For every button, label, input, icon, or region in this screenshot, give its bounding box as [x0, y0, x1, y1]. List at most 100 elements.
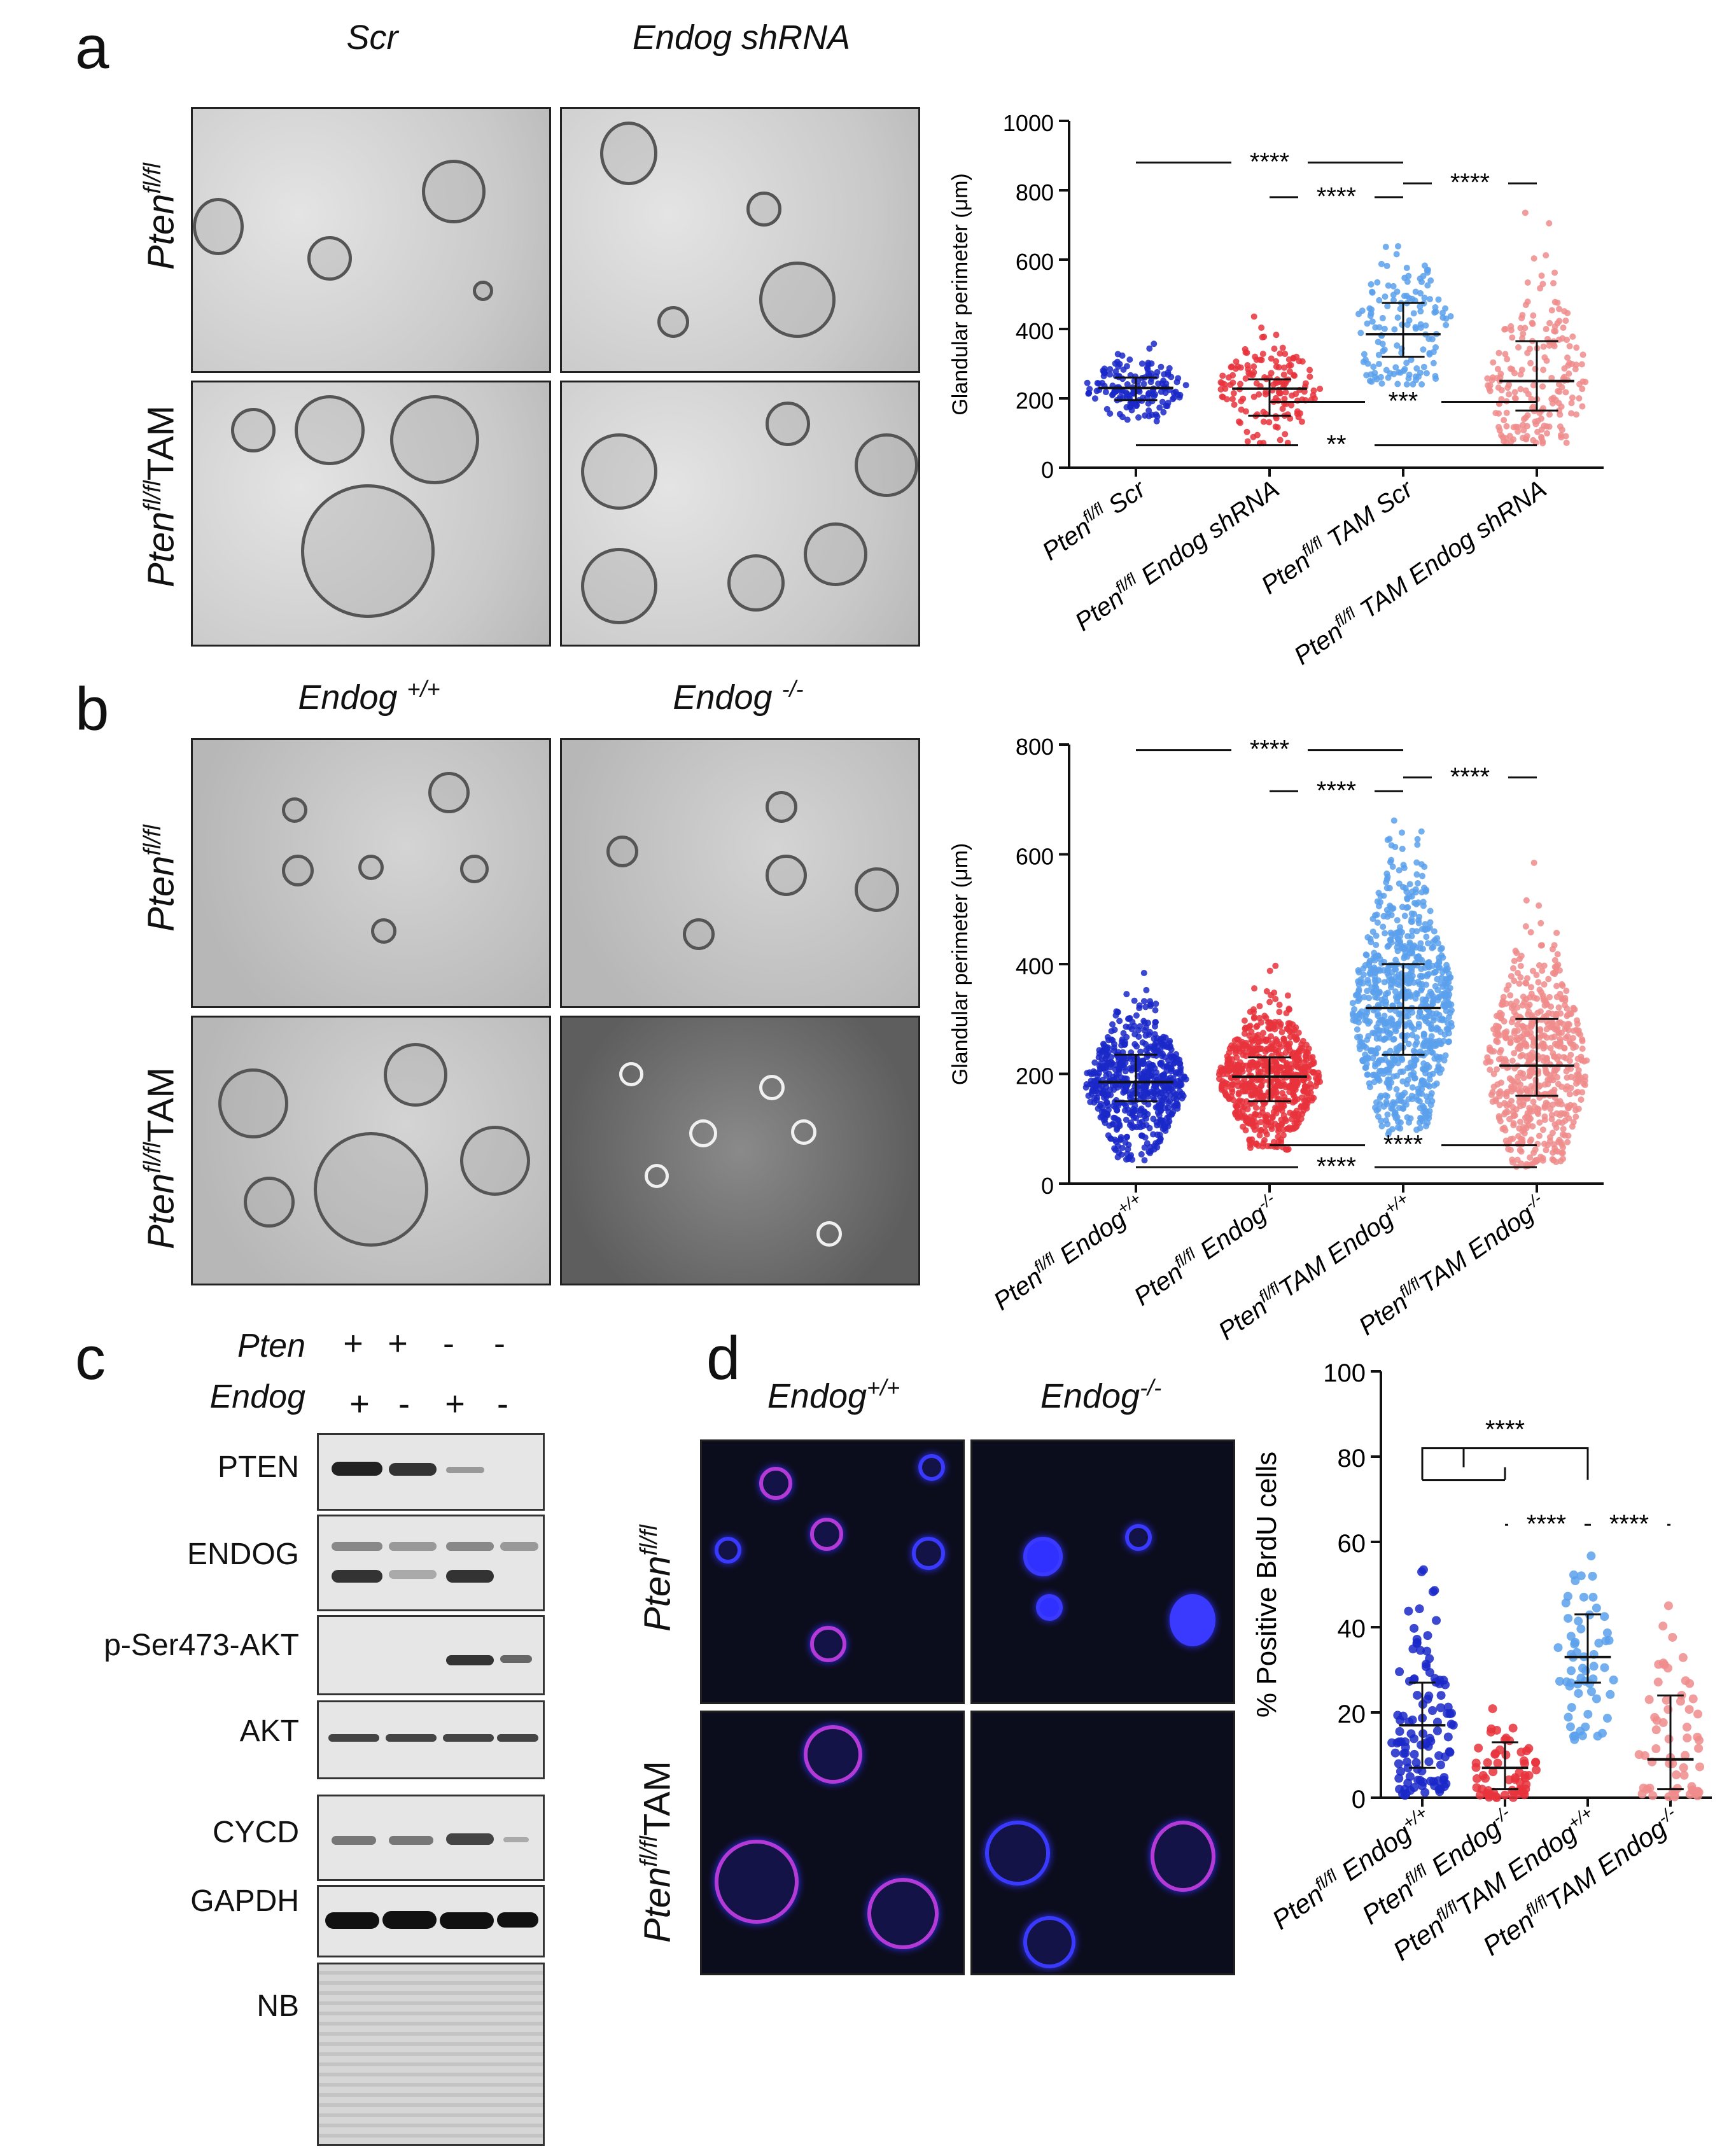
data-point	[1548, 307, 1555, 314]
data-point	[1390, 1748, 1400, 1758]
data-point	[1164, 1114, 1171, 1121]
data-point	[1565, 1681, 1574, 1691]
data-point	[1113, 1096, 1120, 1103]
data-point	[1151, 1146, 1158, 1153]
data-point	[1417, 275, 1424, 282]
data-point	[1295, 1029, 1302, 1036]
data-point	[1102, 389, 1109, 396]
data-point	[1570, 1027, 1577, 1034]
data-point	[1392, 988, 1399, 995]
data-point	[1568, 400, 1575, 407]
data-point	[1558, 434, 1565, 441]
series-3	[1484, 209, 1589, 447]
y-tick-label: 0	[1041, 457, 1054, 483]
data-point	[1255, 1032, 1262, 1039]
data-point	[1394, 314, 1401, 321]
data-point	[1401, 913, 1408, 920]
data-point	[1543, 423, 1550, 430]
data-point	[1396, 880, 1403, 887]
data-point	[1113, 1126, 1120, 1133]
data-point	[1394, 242, 1401, 249]
panel-d-row-label-1: Ptenfl/fl	[636, 1525, 678, 1632]
data-point	[1543, 1147, 1550, 1154]
data-point	[1434, 976, 1441, 983]
data-point	[1658, 1621, 1668, 1631]
data-point	[1406, 881, 1413, 888]
data-point	[1528, 395, 1535, 402]
data-point	[1394, 1114, 1401, 1121]
data-point	[1159, 398, 1166, 405]
data-point	[1543, 252, 1550, 259]
data-point	[1408, 918, 1415, 925]
data-point	[1672, 1770, 1681, 1779]
data-point	[1138, 1075, 1145, 1082]
panel-a-col-title-2: Endog shRNA	[632, 18, 851, 57]
data-point	[1294, 1114, 1301, 1121]
data-point	[1418, 828, 1425, 835]
data-point	[1394, 993, 1401, 1000]
data-point	[1573, 1072, 1580, 1079]
data-point	[1372, 912, 1379, 919]
data-point	[1497, 1117, 1504, 1124]
data-point	[1096, 1050, 1103, 1057]
data-point	[1131, 1040, 1138, 1047]
data-point	[1291, 1026, 1298, 1033]
data-point	[1255, 1068, 1262, 1075]
data-point	[1164, 1075, 1171, 1082]
data-point	[1250, 363, 1257, 370]
data-point	[1528, 990, 1535, 997]
data-point	[1233, 1067, 1240, 1074]
data-point	[1501, 1124, 1508, 1131]
data-point	[1544, 430, 1551, 437]
data-point	[1410, 381, 1417, 388]
data-point	[1582, 379, 1589, 386]
data-point	[1401, 293, 1408, 300]
data-point	[1394, 1774, 1404, 1783]
panel-a-col-title-1: Scr	[346, 18, 398, 57]
data-point	[1361, 993, 1368, 1000]
data-point	[1111, 1026, 1118, 1033]
data-point	[1228, 364, 1235, 371]
series-1	[1471, 1704, 1541, 1802]
data-point	[1268, 355, 1275, 362]
data-point	[1095, 380, 1102, 387]
data-point	[1264, 1037, 1271, 1044]
data-point	[1262, 391, 1269, 398]
data-point	[1421, 295, 1428, 302]
data-point	[1563, 439, 1570, 446]
data-point	[1147, 379, 1154, 386]
data-point	[1373, 941, 1380, 948]
blot-label-gapdh: GAPDH	[190, 1884, 299, 1918]
data-point	[1541, 981, 1548, 988]
significance-label: ***	[1389, 387, 1418, 415]
data-point	[1405, 375, 1412, 382]
data-point	[1283, 1060, 1290, 1067]
data-point	[1417, 290, 1424, 297]
data-point	[1540, 1040, 1547, 1047]
data-point	[1258, 324, 1265, 331]
data-point	[1549, 946, 1556, 953]
data-point	[1240, 1082, 1247, 1089]
data-point	[1501, 1733, 1511, 1743]
data-point	[1550, 1149, 1557, 1156]
data-point	[1448, 1720, 1458, 1730]
data-point	[1402, 1757, 1411, 1767]
data-point	[1410, 310, 1417, 317]
data-point	[1384, 970, 1391, 977]
data-point	[1531, 1765, 1541, 1775]
data-point	[1539, 1126, 1546, 1133]
micrograph-b-tam-wt	[191, 1016, 551, 1285]
data-point	[1495, 384, 1502, 391]
data-point	[1394, 944, 1401, 951]
data-point	[1410, 1623, 1419, 1633]
data-point	[1146, 1124, 1153, 1131]
data-point	[1228, 1086, 1235, 1093]
data-point	[1355, 1011, 1362, 1018]
data-point	[1154, 413, 1161, 420]
data-point	[1282, 431, 1289, 438]
data-point	[1119, 1058, 1126, 1065]
data-point	[1244, 438, 1251, 445]
data-point	[1373, 1099, 1380, 1106]
data-point	[1517, 386, 1524, 393]
data-point	[1418, 985, 1425, 992]
